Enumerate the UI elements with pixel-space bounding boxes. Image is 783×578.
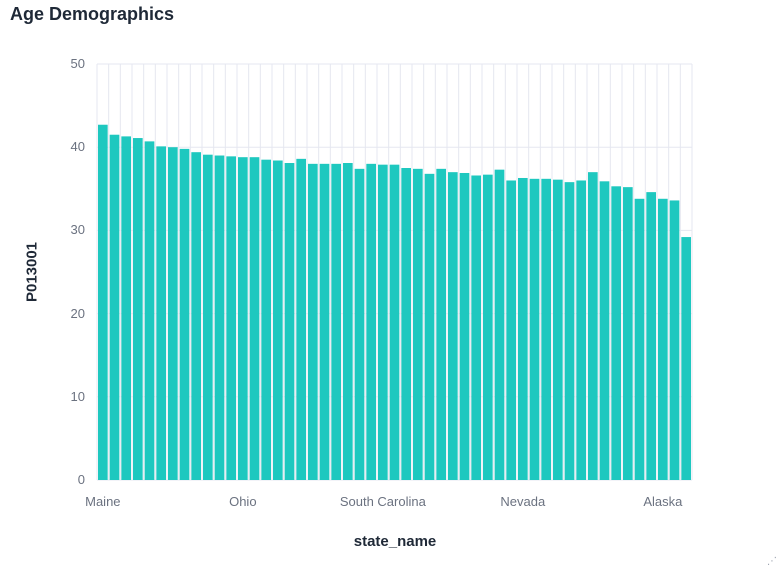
bar-wisconsin[interactable] (226, 156, 236, 481)
bar-arkansas[interactable] (354, 168, 365, 480)
y-tick-label: 50 (70, 56, 85, 71)
bar-texas[interactable] (669, 200, 680, 480)
bar-new-jersey[interactable] (249, 157, 260, 480)
bar-nebraska[interactable] (541, 178, 551, 481)
bar-california[interactable] (623, 187, 633, 481)
bar-colorado[interactable] (553, 179, 563, 480)
bar-massachusetts[interactable] (214, 155, 225, 480)
bar-washington[interactable] (494, 169, 505, 480)
bar-south-dakota[interactable] (459, 172, 470, 480)
bar-iowa[interactable] (284, 163, 295, 480)
bar-pennsylvania[interactable] (156, 146, 166, 481)
bar-vermont[interactable] (109, 134, 120, 480)
bar-wyoming[interactable] (424, 173, 435, 480)
y-tick-label: 30 (70, 222, 85, 238)
bar-alaska[interactable] (658, 198, 668, 480)
bar-arizona[interactable] (599, 181, 610, 480)
x-tick-label: Maine (85, 494, 121, 509)
bar-alabama[interactable] (389, 164, 400, 480)
bar-north-dakota[interactable] (588, 172, 598, 480)
bar-florida[interactable] (144, 141, 155, 480)
bar-idaho[interactable] (646, 192, 656, 481)
bar-delaware[interactable] (203, 154, 213, 481)
bar-montana[interactable] (179, 148, 190, 480)
bar-kentucky[interactable] (343, 163, 353, 480)
y-axis-label: P013001 (23, 241, 41, 303)
y-tick-label: 0 (77, 472, 85, 487)
x-tick-label: Ohio (229, 494, 257, 509)
bar-michigan[interactable] (261, 159, 271, 480)
x-axis-label: state_name (353, 533, 437, 550)
bar-maine[interactable] (98, 124, 108, 481)
bar-district-of-columbia[interactable] (634, 198, 645, 480)
bar-oklahoma[interactable] (529, 178, 540, 481)
bar-ohio[interactable] (238, 157, 248, 480)
bar-minnesota[interactable] (413, 168, 423, 480)
bar-missouri[interactable] (319, 163, 330, 480)
y-tick-label: 10 (70, 388, 85, 404)
y-tick-label: 20 (70, 305, 85, 321)
resize-handle-icon[interactable]: ⋰ (767, 556, 777, 567)
bar-south-carolina[interactable] (378, 164, 388, 480)
bar-nevada[interactable] (518, 177, 528, 480)
bar-louisiana[interactable] (564, 182, 575, 481)
bar-north-carolina[interactable] (436, 168, 446, 480)
bar-indiana[interactable] (448, 172, 458, 480)
x-tick-label: Alaska (643, 494, 683, 509)
bar-new-york[interactable] (331, 163, 341, 480)
bar-virginia[interactable] (401, 168, 411, 480)
x-tick-label: Nevada (500, 494, 546, 509)
bar-connecticut[interactable] (168, 147, 178, 480)
bar-new-hampshire[interactable] (133, 138, 143, 480)
x-tick-label: South Carolina (339, 494, 426, 509)
bar-hawaii[interactable] (296, 158, 306, 480)
bar-rhode-island[interactable] (191, 152, 201, 480)
bar-georgia[interactable] (611, 186, 621, 480)
bar-mississippi[interactable] (576, 180, 586, 481)
bar-oregon[interactable] (273, 160, 283, 480)
bar-utah[interactable] (681, 237, 691, 480)
bar-tennessee[interactable] (366, 163, 376, 480)
bar-maryland[interactable] (308, 163, 318, 480)
bar-kansas[interactable] (506, 180, 516, 481)
bar-illinois[interactable] (471, 175, 481, 480)
y-tick-label: 40 (70, 139, 85, 155)
bar-new-mexico[interactable] (483, 174, 493, 480)
chart-title: Age Demographics (10, 4, 175, 24)
bar-west-virginia[interactable] (121, 136, 131, 480)
